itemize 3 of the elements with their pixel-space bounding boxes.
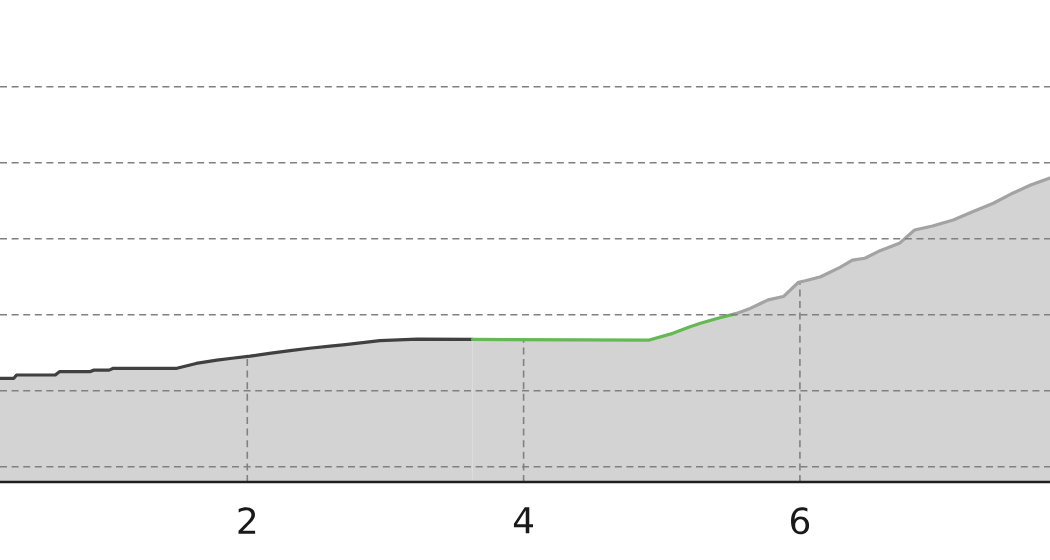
x-tick-label: 6 <box>791 507 810 535</box>
x-tick-label: 2 <box>238 507 256 534</box>
x-tick-label: 4 <box>513 507 533 534</box>
